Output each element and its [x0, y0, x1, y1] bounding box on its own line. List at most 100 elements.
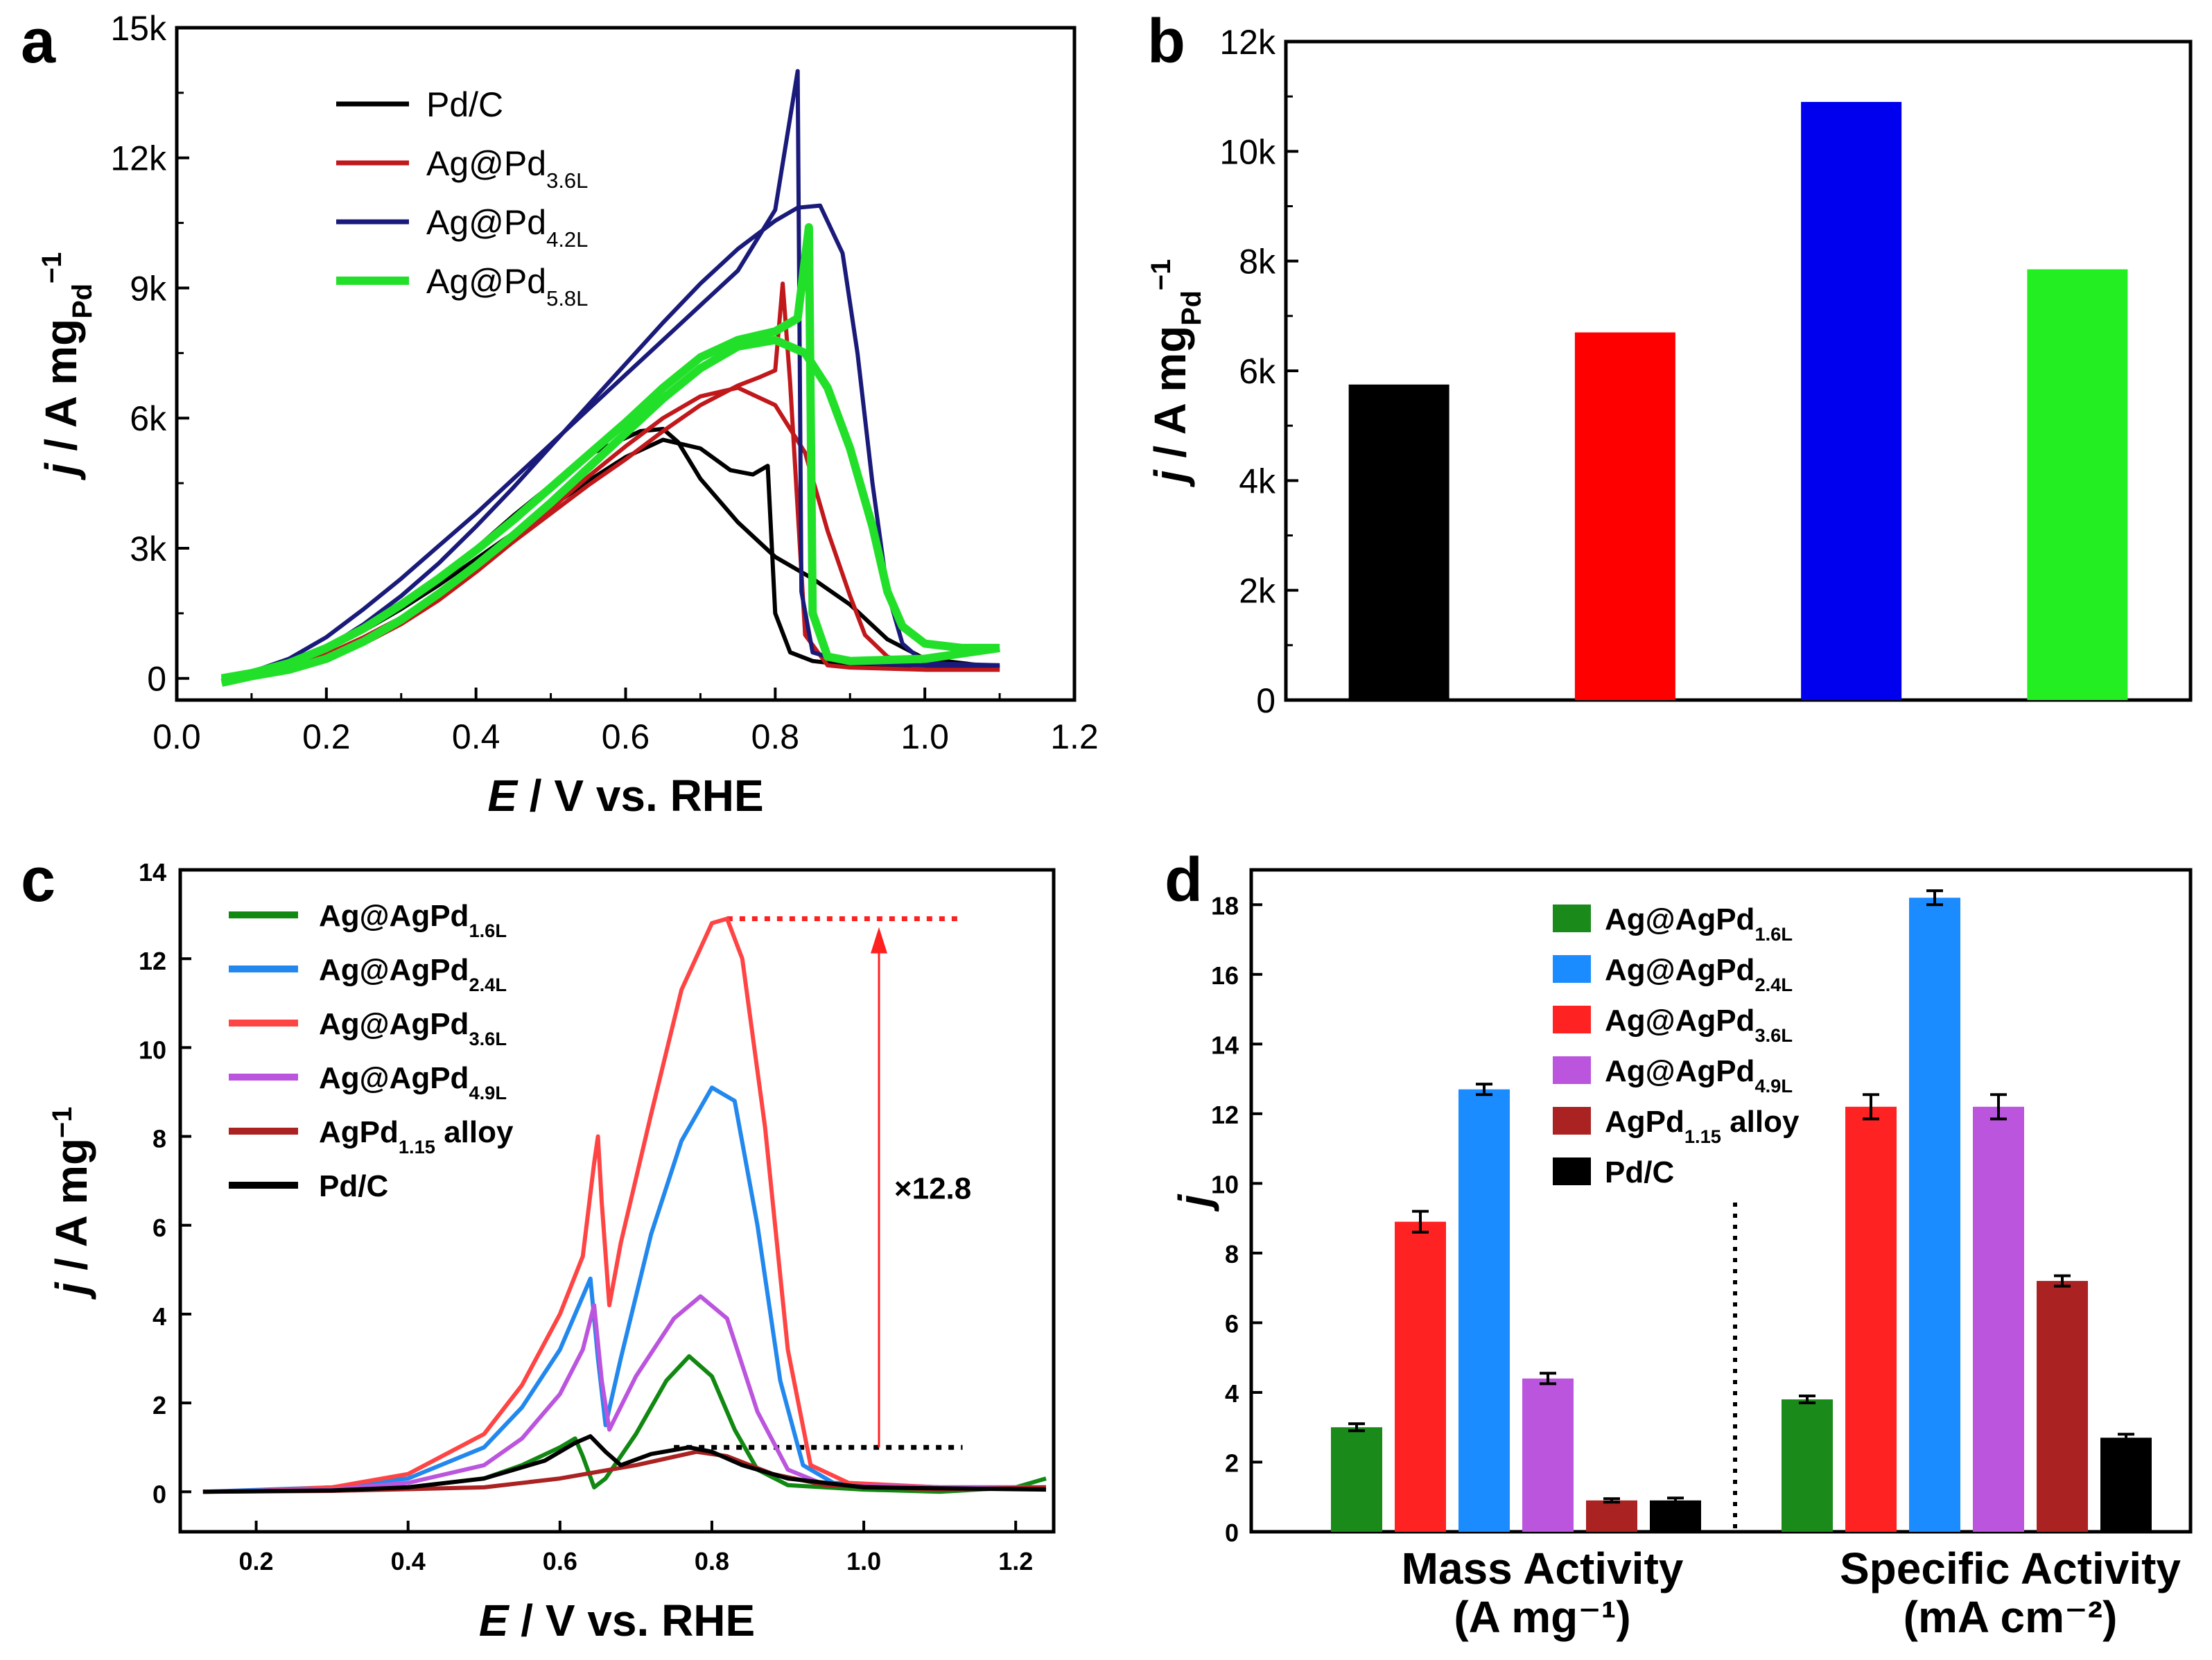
- y-axis-title: j / A mg−1: [46, 1107, 96, 1300]
- x-tick-label: 0.8: [751, 717, 800, 756]
- panel-d-chart: 0 2 4 6 8 10 12 14 16 18 j Mass Activity(A mg⁻¹) Spe…: [1169, 868, 2193, 1642]
- group-label: Specific Activity: [1840, 1544, 2181, 1593]
- x-tick-label: 1.0: [846, 1547, 881, 1575]
- panel-label-b: b: [1147, 7, 1185, 76]
- bar: [1331, 1427, 1382, 1532]
- legend-label: Ag@AgPd1.6L: [1605, 902, 1793, 945]
- legend-swatch: [1553, 1056, 1591, 1084]
- series-line: [202, 1294, 1046, 1494]
- bar: [1845, 1106, 1897, 1532]
- x-axis-title: E / V vs. RHE: [487, 771, 763, 821]
- legend-label: Pd/C: [1605, 1155, 1674, 1189]
- legend-label: Ag@AgPd1.6L: [319, 899, 507, 941]
- series-line: [202, 916, 1046, 1494]
- y-tick-label: 0: [153, 1480, 166, 1508]
- series-line-backward: [220, 335, 1000, 687]
- y-tick-label: 12k: [110, 139, 167, 178]
- group-label-unit: (mA cm⁻²): [1904, 1592, 2118, 1642]
- y-tick-label: 2k: [1239, 572, 1276, 611]
- annotation-arrow-head: [871, 927, 887, 954]
- legend-swatch: [1553, 1006, 1591, 1033]
- panel-c-chart: 0.2 0.4 0.6 0.8 1.0 1.2 0 2 4 6 8 10 12 14 E / V vs. R…: [46, 858, 1056, 1645]
- bar: [1973, 1106, 2024, 1532]
- series-line-forward: [221, 281, 1000, 681]
- legend-label: Ag@Pd5.8L: [426, 262, 588, 311]
- panel-a-chart: 0.0 0.2 0.4 0.6 0.8 1.0 1.2 0 3k 6k 9k 12k 15k E / V …: [36, 9, 1099, 821]
- y-tick-label: 0: [147, 660, 166, 699]
- y-tick-label: 0: [1256, 681, 1275, 720]
- x-tick-label: 1.2: [998, 1547, 1033, 1575]
- x-tick-label: 1.0: [900, 717, 949, 756]
- bar: [2027, 269, 2128, 701]
- bar: [1909, 898, 1960, 1532]
- x-tick-label: 0.0: [153, 717, 201, 756]
- legend-label: Ag@AgPd2.4L: [319, 953, 507, 995]
- panel-b-chart: 0 2k 4k 6k 8k 10k 12k j / A mgPd−1: [1145, 23, 2193, 720]
- panel-label-a: a: [21, 7, 56, 76]
- x-tick-label: 0.6: [602, 717, 650, 756]
- y-tick-label: 10: [1211, 1170, 1239, 1198]
- bar: [1782, 1399, 1833, 1532]
- series-line: [202, 1434, 1047, 1494]
- bar: [1348, 384, 1449, 700]
- bar: [1522, 1378, 1574, 1532]
- y-tick-label: 12k: [1219, 23, 1276, 62]
- bar: [1586, 1500, 1637, 1532]
- x-axis-title: E / V vs. RHE: [479, 1596, 755, 1645]
- group-label: Mass Activity: [1402, 1544, 1684, 1593]
- x-tick-label: 0.8: [695, 1547, 729, 1575]
- y-tick-label: 10k: [1219, 132, 1276, 171]
- y-tick-label: 6k: [1239, 352, 1276, 391]
- legend-label: Pd/C: [319, 1169, 388, 1203]
- legend-label: Ag@AgPd3.6L: [319, 1007, 507, 1049]
- plot-frame: [178, 868, 1056, 1534]
- bar: [1801, 102, 1902, 701]
- y-axis-title: j: [1169, 1194, 1219, 1212]
- y-tick-label: 12: [1211, 1101, 1239, 1129]
- legend-swatch: [1553, 1107, 1591, 1135]
- series-line-forward: [221, 69, 1000, 681]
- group-label-unit: (A mg⁻¹): [1454, 1592, 1630, 1642]
- bar: [1395, 1221, 1446, 1532]
- x-tick-label: 0.2: [239, 1547, 274, 1575]
- bar: [1574, 332, 1675, 700]
- legend-label: AgPd1.15 alloy: [1605, 1105, 1800, 1147]
- bar: [2037, 1281, 2088, 1532]
- y-tick-label: 18: [1211, 891, 1239, 920]
- y-axis-title: j / A mgPd−1: [1145, 259, 1207, 487]
- y-tick-label: 2: [1225, 1449, 1239, 1477]
- y-tick-label: 10: [139, 1036, 166, 1064]
- y-tick-label: 8: [1225, 1240, 1239, 1268]
- legend-label: Pd/C: [426, 85, 503, 124]
- y-tick-label: 14: [1211, 1031, 1239, 1059]
- bar: [1650, 1500, 1701, 1532]
- y-tick-label: 6: [153, 1214, 166, 1242]
- legend-label: Ag@Pd4.2L: [426, 203, 588, 252]
- y-tick-label: 12: [139, 947, 166, 975]
- y-tick-label: 6k: [130, 399, 167, 438]
- y-tick-label: 4: [1225, 1379, 1239, 1408]
- legend-swatch: [1553, 955, 1591, 983]
- y-axis-title: j / A mgPd−1: [36, 252, 98, 480]
- panel-label-c: c: [21, 846, 55, 915]
- y-tick-label: 9k: [130, 269, 167, 308]
- y-tick-label: 8k: [1239, 243, 1276, 281]
- annotation-label: ×12.8: [894, 1171, 971, 1205]
- y-tick-label: 4: [153, 1302, 166, 1331]
- legend-label: Ag@AgPd4.9L: [1605, 1054, 1793, 1097]
- legend-label: Ag@AgPd3.6L: [1605, 1004, 1793, 1046]
- legend-label: Ag@AgPd4.9L: [319, 1061, 507, 1103]
- y-tick-label: 3k: [130, 530, 167, 568]
- panel-label-d: d: [1165, 846, 1203, 915]
- x-tick-label: 0.6: [543, 1547, 577, 1575]
- y-tick-label: 8: [153, 1125, 166, 1153]
- y-tick-label: 2: [153, 1391, 166, 1419]
- y-tick-label: 6: [1225, 1309, 1239, 1338]
- legend-swatch: [1553, 1157, 1591, 1185]
- y-tick-label: 16: [1211, 961, 1239, 990]
- x-tick-label: 0.2: [302, 717, 351, 756]
- bar: [1458, 1089, 1510, 1532]
- legend-swatch: [1553, 905, 1591, 932]
- series-line: [202, 1085, 1046, 1494]
